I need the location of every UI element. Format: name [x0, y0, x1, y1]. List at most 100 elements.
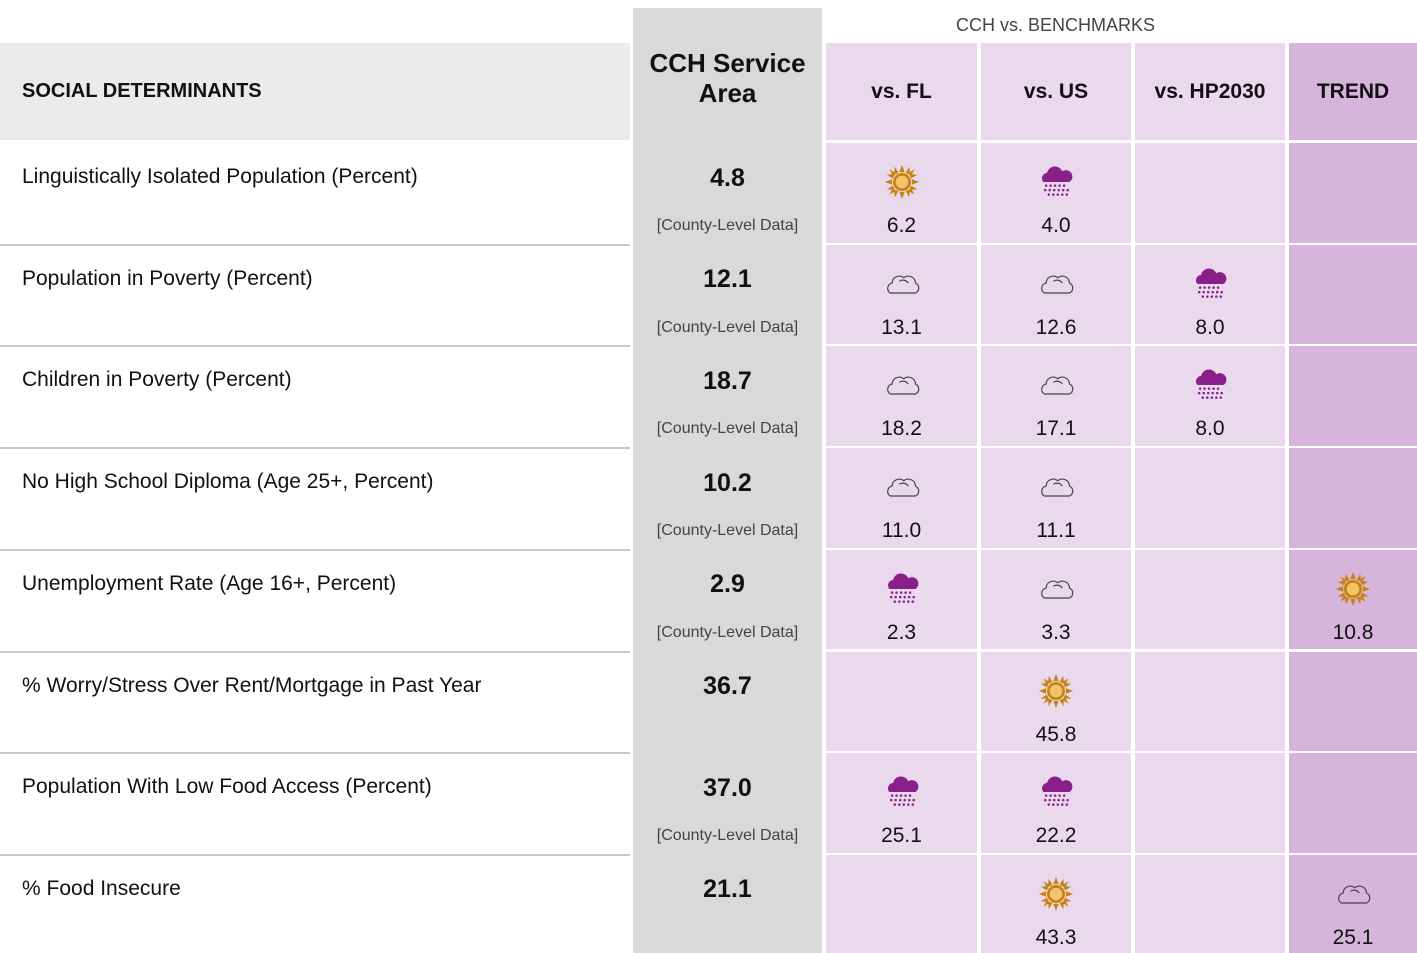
rain-icon	[1038, 164, 1074, 200]
cell-bg	[826, 549, 977, 650]
cell-bg	[1289, 448, 1417, 548]
group-header: CCH vs. BENCHMARKS	[955, 15, 1156, 35]
row-label: Population With Low Food Access (Percent…	[22, 775, 432, 799]
benchmark-value: 17.1	[1035, 417, 1077, 441]
row-divider	[0, 548, 630, 551]
benchmark-value: 25.1	[881, 824, 922, 848]
row-divider	[0, 752, 630, 755]
column-header: SOCIAL DETERMINANTS	[22, 80, 262, 102]
sun-icon	[1335, 571, 1371, 607]
column-header: vs. HP2030	[1135, 43, 1285, 140]
column-header: vs. US	[981, 43, 1131, 140]
row-divider	[0, 447, 630, 450]
row-label: Children in Poverty (Percent)	[22, 368, 292, 392]
cell-bg	[981, 143, 1131, 243]
cloud-icon	[1038, 469, 1074, 505]
cch-value: 12.1	[703, 265, 752, 294]
cch-value: 21.1	[703, 875, 752, 904]
county-note: [County-Level Data]	[656, 827, 799, 845]
cloud-icon	[1038, 266, 1074, 302]
cell-bg	[981, 346, 1131, 447]
cell-bg	[1135, 549, 1285, 650]
benchmark-value: 45.8	[1035, 722, 1077, 746]
benchmark-value: 43.3	[1035, 925, 1077, 949]
benchmark-value: 2.3	[886, 620, 917, 644]
benchmark-value: 11.0	[881, 519, 922, 543]
benchmark-value: 25.1	[1332, 925, 1374, 949]
row-label: % Food Insecure	[22, 876, 181, 900]
cloud-icon	[1038, 367, 1074, 403]
cell-bg	[981, 753, 1131, 853]
rain-icon	[1192, 367, 1228, 403]
row-divider	[0, 853, 630, 856]
row-label: Linguistically Isolated Population (Perc…	[22, 165, 418, 188]
cloud-icon	[1038, 571, 1074, 607]
cell-bg	[826, 346, 977, 447]
cell-bg	[1289, 651, 1417, 752]
county-note: [County-Level Data]	[656, 623, 799, 641]
cell-bg	[826, 854, 977, 953]
county-note: [County-Level Data]	[656, 318, 799, 336]
row-label: % Worry/Stress Over Rent/Mortgage in Pas…	[22, 673, 482, 697]
header-bg	[0, 43, 630, 140]
cell-bg	[1135, 143, 1285, 243]
cloud-icon	[884, 469, 920, 505]
row-divider	[0, 650, 630, 653]
cch-column-bg	[633, 8, 822, 953]
county-note: [County-Level Data]	[656, 217, 799, 234]
benchmark-value: 22.2	[1035, 824, 1077, 848]
cell-bg	[1135, 346, 1285, 447]
cch-value: 36.7	[703, 672, 752, 700]
cell-bg	[1135, 448, 1285, 548]
row-label: Population in Poverty (Percent)	[22, 266, 313, 290]
cell-bg	[1289, 753, 1417, 853]
cell-bg	[826, 448, 977, 548]
column-header: vs. FL	[826, 43, 977, 140]
row-divider	[0, 243, 630, 246]
column-header: TREND	[1289, 43, 1417, 140]
benchmark-value: 6.2	[886, 214, 917, 237]
cell-bg	[1135, 244, 1285, 345]
cell-bg	[981, 244, 1131, 345]
cell-bg	[826, 651, 977, 752]
cell-bg	[1289, 346, 1417, 447]
benchmark-value: 4.0	[1041, 214, 1071, 237]
county-note: [County-Level Data]	[656, 420, 799, 438]
cell-bg	[826, 753, 977, 853]
cloud-icon	[884, 367, 920, 403]
benchmark-value: 3.3	[1041, 620, 1071, 644]
sun-icon	[1038, 876, 1074, 912]
sun-icon	[1038, 673, 1074, 709]
cch-value: 2.9	[710, 570, 745, 599]
rain-icon	[1192, 266, 1228, 302]
column-header: CCH Service Area	[649, 48, 806, 108]
cell-bg	[1135, 651, 1285, 752]
cell-bg	[826, 244, 977, 345]
county-note: [County-Level Data]	[656, 522, 799, 540]
row-label: Unemployment Rate (Age 16+, Percent)	[22, 571, 397, 595]
cell-bg	[1135, 854, 1285, 953]
cell-bg	[981, 549, 1131, 650]
benchmark-value: 10.8	[1332, 620, 1374, 644]
cell-bg	[1289, 143, 1417, 243]
rain-icon	[884, 774, 920, 810]
sun-icon	[884, 164, 920, 200]
cch-value: 37.0	[703, 773, 752, 802]
benchmark-value: 8.0	[1195, 315, 1225, 339]
cell-bg	[1289, 244, 1417, 345]
cloud-icon	[1335, 876, 1371, 912]
cell-bg	[1135, 753, 1285, 853]
cch-value: 4.8	[710, 163, 745, 192]
rain-icon	[884, 571, 920, 607]
cell-bg	[981, 448, 1131, 548]
benchmark-value: 11.1	[1036, 519, 1076, 543]
cloud-icon	[884, 266, 920, 302]
rain-icon	[1038, 774, 1074, 810]
benchmark-value: 18.2	[881, 417, 922, 441]
benchmark-value: 8.0	[1195, 417, 1225, 441]
cch-value: 18.7	[703, 366, 752, 395]
benchmark-value: 12.6	[1035, 315, 1077, 339]
cch-value: 10.2	[703, 468, 752, 497]
row-label: No High School Diploma (Age 25+, Percent…	[22, 470, 434, 494]
